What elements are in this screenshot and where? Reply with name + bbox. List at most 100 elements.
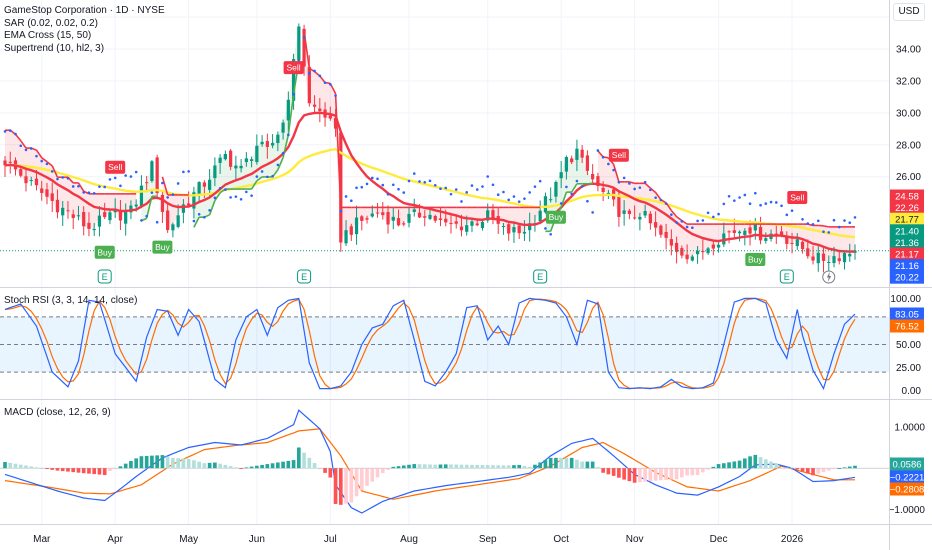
supertrend-fill (10, 130, 16, 170)
macd-hist-bar (113, 468, 118, 470)
supertrend-fill (718, 224, 724, 245)
macd-legend[interactable]: MACD (close, 12, 26, 9) (4, 407, 111, 418)
rsi-d-value[interactable]: 76.52 (890, 319, 924, 333)
sar-dot (145, 214, 148, 218)
price-label[interactable]: 24.58 (890, 189, 924, 203)
candle (659, 225, 663, 235)
buy-marker[interactable]: Buy (152, 240, 173, 254)
price-label[interactable]: 21.40 (890, 224, 924, 238)
candle (187, 203, 191, 206)
currency-button[interactable]: USD (893, 3, 925, 21)
sar-dot (486, 175, 490, 178)
macd-hist-bar (18, 464, 23, 469)
price-label[interactable]: 21.77 (890, 212, 924, 226)
macd-hist-bar (690, 468, 695, 476)
earnings-badge (779, 269, 794, 284)
supertrend-fill (771, 224, 777, 235)
supertrend-line (51, 165, 59, 178)
price-label-text: 20.22 (895, 273, 919, 284)
earnings-marker[interactable]: E (779, 269, 794, 284)
sar-dot (575, 179, 579, 183)
sell-marker[interactable]: Sell (105, 160, 126, 174)
buy-marker[interactable]: Buy (745, 253, 766, 267)
macd-hist-bar (202, 463, 207, 469)
macd-signal-line (4, 428, 855, 500)
rsi-k-value[interactable]: 83.05 (890, 307, 924, 321)
earnings-marker[interactable]: E (533, 269, 548, 284)
macd-hist-bar (344, 468, 348, 504)
price-label[interactable]: 21.17 (890, 247, 924, 261)
stoch-rsi-legend[interactable]: Stoch RSI (3, 3, 14, 14, close) (4, 295, 138, 306)
earnings-marker[interactable]: E (297, 269, 312, 284)
candle (50, 193, 54, 201)
candle (465, 225, 469, 232)
sar-dot (166, 196, 169, 199)
supertrend-line (214, 192, 221, 202)
macd-hist-bar (821, 468, 826, 473)
candle (92, 228, 96, 231)
sell-marker[interactable]: Sell (608, 148, 629, 162)
macd-value[interactable]: −0.2221 (890, 470, 925, 484)
macd-hist-bar (811, 468, 815, 476)
indicator-supertrend-label[interactable]: Supertrend (10, hl2, 3) (4, 42, 105, 54)
sar-dot (250, 194, 253, 197)
candle (265, 141, 269, 147)
sell-marker[interactable]: Sell (283, 61, 304, 75)
candle (234, 165, 238, 169)
sar-dot (203, 215, 206, 219)
macd-hist-bar (685, 468, 689, 476)
sell-marker[interactable]: Sell (787, 190, 808, 204)
lightning-icon[interactable] (822, 270, 836, 284)
supertrend-fill (471, 207, 478, 226)
price-label[interactable]: 22.26 (890, 201, 924, 215)
sar-dot (559, 202, 563, 205)
buy-marker[interactable]: Buy (94, 245, 115, 259)
sar-dot (654, 196, 657, 199)
supertrend-line (612, 164, 620, 183)
candle (633, 217, 637, 219)
candle (570, 158, 574, 163)
earnings-marker[interactable]: E (97, 269, 112, 284)
macd-hist-bar (847, 466, 852, 469)
price-label[interactable]: 20.22 (890, 270, 924, 284)
indicator-ema-label[interactable]: EMA Cross (15, 50) (4, 30, 92, 41)
macd-hist-bar (669, 468, 674, 480)
price-label-bg (890, 224, 924, 238)
macd-hist-bar (485, 465, 490, 469)
buy-badge (545, 210, 566, 224)
macd-hist-value[interactable]: 0.0586 (890, 457, 924, 471)
supertrend-fill (319, 76, 326, 118)
x-tick-label: Jun (249, 534, 265, 545)
candle (108, 212, 112, 221)
supertrend-line (250, 180, 258, 190)
sar-dot (843, 219, 846, 222)
sar-dot (192, 219, 196, 223)
sar-dot (717, 212, 720, 216)
indicator-sar-label[interactable]: SAR (0.02, 0.02, 0.2) (4, 17, 98, 29)
sar-dot (533, 185, 537, 188)
candle (690, 256, 694, 261)
buy-marker[interactable]: Buy (545, 210, 566, 224)
price-label-bg (890, 189, 924, 203)
price-label[interactable]: 21.16 (890, 259, 924, 273)
supertrend-fill (723, 224, 730, 234)
rsi-k-value-bg (890, 307, 924, 321)
supertrend-line (287, 94, 295, 136)
x-tick-label: Sep (479, 534, 497, 545)
x-tick-label: May (179, 534, 198, 545)
signal-value[interactable]: −0.2808 (890, 482, 925, 496)
price-label[interactable]: 21.36 (890, 235, 924, 249)
supertrend-fill (456, 207, 462, 231)
earnings-label: E (537, 272, 543, 282)
sar-dot (271, 174, 274, 178)
supertrend-fill (109, 193, 116, 213)
price-label-text: 21.77 (895, 215, 919, 226)
candle (160, 194, 165, 212)
supertrend-fill (325, 82, 331, 119)
sar-dot (649, 188, 652, 192)
candle (407, 213, 411, 223)
candle (580, 149, 584, 158)
candle (454, 221, 458, 224)
candle (491, 210, 495, 220)
